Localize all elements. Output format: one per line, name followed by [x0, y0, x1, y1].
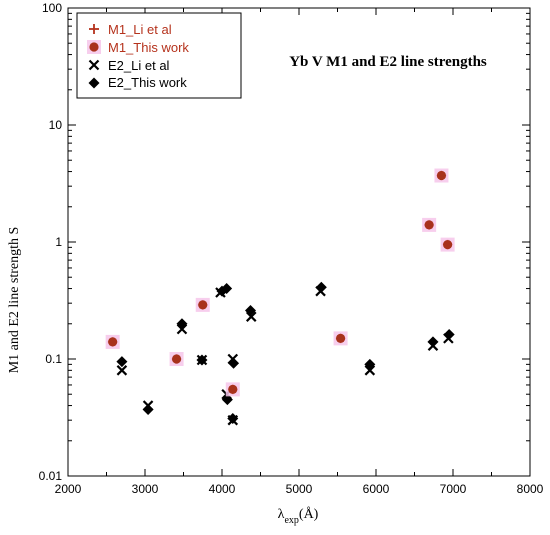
data-point-diamond [364, 358, 376, 370]
diamond-marker [116, 356, 128, 368]
circle-marker [335, 333, 346, 343]
y-axis-title: M1 and E2 line strength S [7, 227, 22, 374]
diamond-marker [227, 413, 239, 425]
x-axis-symbol: λ [278, 507, 285, 522]
diamond-marker [221, 394, 233, 406]
diamond-marker [142, 404, 154, 416]
diamond-marker [196, 354, 208, 366]
circle-marker [436, 170, 447, 181]
x-tick-label: 5000 [286, 482, 313, 496]
x-tick-label: 7000 [440, 482, 467, 496]
legend-label-e2-this-work: E2_This work [108, 75, 187, 90]
diamond-marker [315, 281, 327, 293]
data-point-diamond [116, 356, 128, 368]
x-axis-unit: (Å) [299, 506, 319, 522]
diamond-marker [228, 357, 240, 369]
data-point-diamond [228, 357, 240, 369]
diamond-marker [221, 283, 233, 295]
circle-marker [198, 300, 208, 310]
data-point-circle [434, 168, 449, 183]
data-point-circle [422, 217, 437, 232]
data-point-diamond [142, 404, 154, 416]
data-point-circle [225, 382, 240, 397]
x-tick-label: 6000 [363, 482, 390, 496]
diamond-marker [427, 336, 439, 348]
data-points [105, 168, 455, 426]
legend-marker-plus [89, 24, 99, 34]
legend-marker-circle [87, 40, 101, 54]
data-point-diamond [315, 281, 327, 293]
data-point-circle [169, 352, 184, 366]
data-point-diamond [244, 304, 256, 316]
data-point-diamond [176, 318, 188, 330]
x-axis-subscript: exp [284, 515, 298, 526]
data-point-x [364, 365, 376, 376]
data-point-circle [440, 237, 455, 252]
y-tick-label: 0.1 [45, 352, 62, 366]
circle-marker [443, 240, 453, 250]
legend-label-e2-li: E2_Li et al [108, 58, 170, 73]
legend-label-m1-li: M1_Li et al [108, 22, 172, 37]
diamond-marker [88, 77, 100, 89]
legend-marker-x [88, 59, 100, 71]
data-point-circle [333, 331, 348, 346]
x-marker-b [88, 59, 100, 71]
diamond-marker [176, 318, 188, 330]
data-point-diamond [443, 328, 455, 340]
legend-marker-diamond [88, 77, 100, 89]
data-point-x [116, 365, 128, 376]
x-marker-b [116, 365, 128, 376]
data-point-diamond [427, 336, 439, 348]
data-point-circle [195, 297, 210, 312]
data-point-circle [105, 334, 120, 349]
chart-title: Yb V M1 and E2 line strengths [289, 54, 487, 70]
x-marker-b [364, 365, 376, 376]
x-tick-label: 3000 [132, 482, 159, 496]
y-tick-label: 0.01 [39, 469, 63, 483]
axis-ticks: 2000 3000 4000 5000 6000 7000 8000 0.01 0.1 1 10 10… [39, 1, 544, 496]
data-point-diamond [227, 413, 239, 425]
x-tick-label: 2000 [55, 482, 82, 496]
x-axis-title: λexp(Å) [278, 506, 319, 526]
circle-marker [424, 220, 434, 230]
circle-marker [108, 337, 118, 347]
circle-marker [89, 42, 99, 52]
x-tick-label: 8000 [517, 482, 544, 496]
y-tick-label: 1 [55, 235, 62, 249]
diamond-marker [443, 328, 455, 340]
diamond-marker [364, 358, 376, 370]
y-tick-label: 100 [42, 1, 62, 15]
x-tick-label: 4000 [209, 482, 236, 496]
data-point-diamond [196, 354, 208, 366]
y-tick-label: 10 [49, 118, 63, 132]
legend-markers [87, 24, 101, 89]
circle-marker [171, 354, 182, 364]
legend: M1_Li et al M1_This work E2_Li et al E2_… [76, 12, 242, 99]
x-marker-b [245, 311, 257, 322]
circle-marker [228, 384, 238, 394]
diamond-marker [244, 304, 256, 316]
data-point-diamond [221, 394, 233, 406]
data-point-diamond [221, 283, 233, 295]
legend-box [76, 12, 242, 99]
legend-label-m1-this-work: M1_This work [108, 40, 189, 55]
